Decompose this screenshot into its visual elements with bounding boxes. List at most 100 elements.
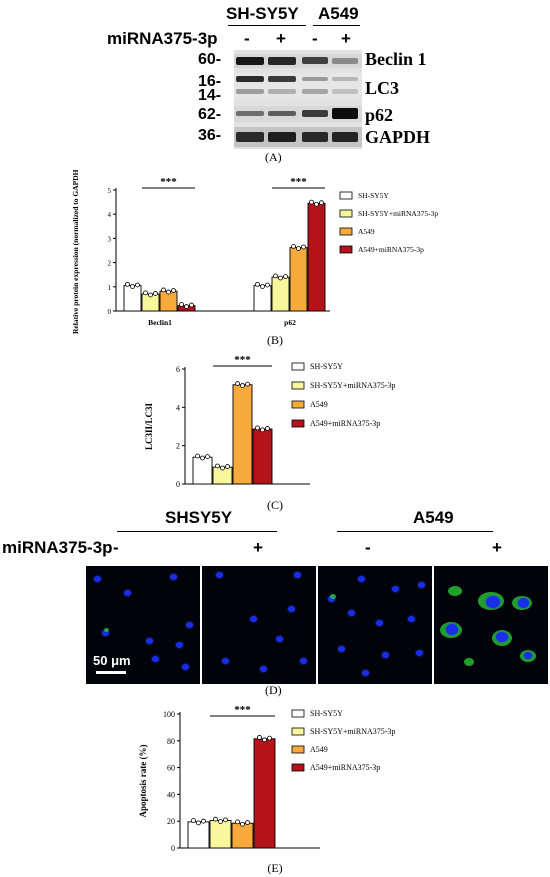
beclin1-strip [234, 54, 362, 68]
data-point [215, 463, 220, 469]
y-tick-label: 3 [108, 235, 112, 243]
nucleus [358, 576, 365, 582]
blot-membrane [234, 50, 362, 149]
p62-band-2 [268, 111, 296, 116]
y-tick-label: 0 [108, 308, 112, 316]
nucleus [176, 642, 183, 648]
data-point [283, 274, 288, 279]
nucleus [222, 658, 229, 664]
y-tick-label: 40 [167, 790, 175, 799]
data-point [255, 425, 260, 431]
bar [209, 820, 232, 849]
mw-marker-14: 14- [198, 87, 222, 104]
data-point [257, 735, 262, 740]
legend-swatch [291, 745, 305, 754]
data-point [213, 816, 218, 822]
blot-lane-sign-1: - [244, 29, 250, 48]
data-point [262, 737, 267, 743]
significance-label: *** [290, 176, 307, 188]
data-point [267, 735, 272, 741]
legend-swatch [291, 763, 305, 772]
data-point [200, 455, 205, 461]
significance-label: *** [234, 355, 251, 366]
y-tick-label: 20 [167, 817, 175, 826]
data-point [143, 290, 148, 296]
bar [252, 428, 273, 485]
p62-band-1 [236, 111, 264, 116]
beclin1-band-2 [268, 57, 296, 65]
panel-label: (C) [267, 498, 283, 512]
data-point [245, 820, 250, 825]
data-point [273, 273, 278, 279]
mw-marker-16: 16- [198, 73, 222, 90]
nucleus [260, 666, 267, 672]
mw-marker-36: 36- [198, 127, 222, 144]
legend-swatch [291, 362, 305, 371]
bar [307, 202, 326, 312]
nucleus [338, 646, 345, 652]
data-point [191, 818, 196, 823]
nucleus [300, 658, 307, 664]
micro-sign-4: + [492, 538, 502, 557]
micrograph-shsy5y-treated [202, 566, 316, 684]
legend-label: A549+miRNA375-3p [310, 763, 380, 772]
micro-group-label-a549: A549 [413, 508, 454, 527]
data-point [260, 284, 265, 289]
data-point [309, 199, 314, 205]
nucleus [170, 574, 177, 580]
mw-marker-62: 62- [198, 106, 222, 123]
nucleus [376, 620, 383, 626]
data-point [218, 819, 223, 824]
micro-group-label-shsy5y: SHSY5Y [165, 508, 233, 527]
data-point [201, 818, 206, 824]
signal-spot [464, 658, 474, 666]
nucleus [362, 670, 369, 676]
y-tick-label: 1 [108, 284, 112, 292]
beclin1-band-3 [302, 57, 328, 64]
nucleus [408, 616, 415, 622]
nucleus [418, 582, 425, 588]
chart-e: 0 20 40 60 80 100 Apoptosis rate (%) *** SH-SY5Y… [138, 704, 395, 875]
data-point [319, 200, 324, 206]
y-tick-label: 0 [176, 480, 180, 489]
blot-group-line-shsy5y [228, 25, 306, 26]
nucleus [124, 590, 131, 596]
nucleus [496, 632, 508, 642]
y-tick-label: 5 [108, 187, 112, 195]
legend-swatch [291, 381, 305, 390]
legend-label: SH-SY5Y [310, 709, 343, 718]
micro-treatment-label: miRNA375-3p [2, 538, 113, 557]
lc3ii-band-4 [332, 89, 358, 94]
y-tick-label: 4 [108, 211, 112, 219]
data-point [161, 287, 166, 293]
legend-label: SH-SY5Y [358, 191, 389, 200]
y-tick-label: 60 [167, 764, 175, 773]
gapdh-band-3 [302, 132, 328, 142]
micro-sign-1: - [113, 538, 119, 557]
y-axis-label: Apoptosis rate (%) [138, 745, 148, 818]
legend-swatch [291, 419, 305, 428]
protein-label-p62: p62 [365, 105, 394, 125]
y-tick-label: 2 [176, 442, 180, 451]
lc3i-band-3 [302, 77, 328, 81]
data-point [235, 819, 240, 825]
y-tick-label: 80 [167, 737, 175, 746]
micro-group-line-shsy5y [117, 531, 277, 532]
data-point [148, 292, 153, 298]
micrograph-a549-treated [434, 566, 548, 684]
gapdh-band-1 [236, 132, 264, 142]
legend-swatch [339, 191, 353, 200]
blot-treatment-label: miRNA375-3p [107, 29, 218, 48]
data-point [301, 244, 306, 250]
bar [271, 276, 290, 312]
panel-label-a: (A) [265, 150, 282, 164]
lc3i-band-2 [268, 76, 296, 82]
micro-sign-3: - [365, 538, 371, 557]
data-point [153, 291, 158, 296]
legend-label: SH-SY5Y+miRNA375-3p [310, 727, 395, 736]
p62-strip [234, 106, 362, 122]
gapdh-strip [234, 127, 362, 147]
lc3ii-band-1 [236, 89, 264, 94]
data-point [220, 465, 225, 471]
chart-b: 0 1 2 3 4 5 Relative protein expression (norma… [71, 170, 438, 347]
